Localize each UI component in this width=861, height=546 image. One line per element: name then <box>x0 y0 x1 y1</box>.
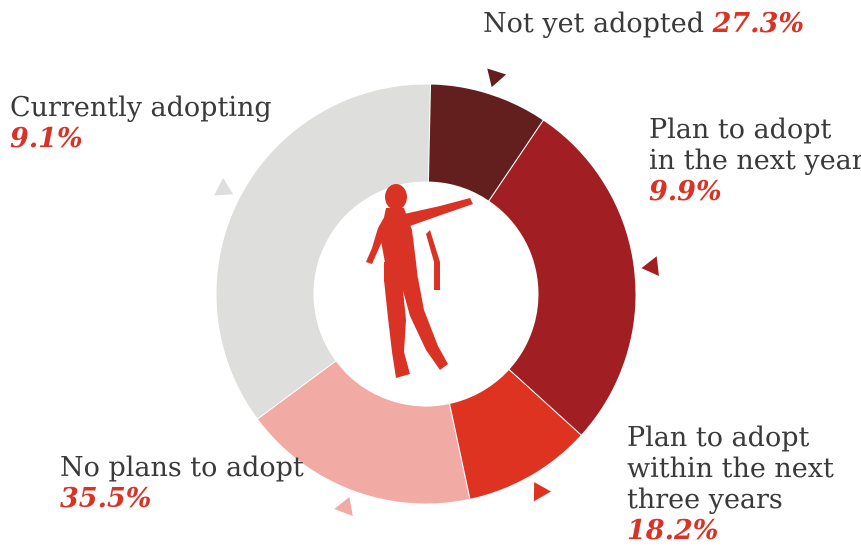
label-no-plans: No plans to adopt 35.5% <box>60 452 304 514</box>
label-plan-three-years-value: 18.2% <box>627 515 719 546</box>
label-plan-three-years-line-3: three years <box>627 484 783 515</box>
label-plan-three-years-line-1: Plan to adopt <box>627 422 810 453</box>
label-not-yet-adopted-value: 27.3% <box>712 8 805 39</box>
label-no-plans-value: 35.5% <box>60 483 152 514</box>
label-not-yet-adopted-text: Not yet adopted <box>483 8 705 39</box>
dancing-person-silhouette-icon <box>366 184 473 378</box>
label-plan-three-years-line-2: within the next <box>627 453 834 484</box>
label-currently-adopting: Currently adopting 9.1% <box>10 92 272 154</box>
label-no-plans-line-1: No plans to adopt <box>60 452 304 483</box>
slice-marker-0 <box>641 256 660 276</box>
label-plan-next-year-line-1: Plan to adopt <box>649 114 832 145</box>
label-plan-next-year-value: 9.9% <box>649 176 722 207</box>
label-plan-three-years: Plan to adopt within the next three year… <box>627 422 834 546</box>
donut-slice-0 <box>487 119 637 436</box>
donut-slice-3 <box>215 83 432 420</box>
label-plan-next-year-line-2: in the next year <box>649 145 861 176</box>
label-plan-next-year: Plan to adopt in the next year 9.9% <box>649 114 861 207</box>
donut-slice-4 <box>427 83 545 202</box>
donut-slice-2 <box>256 360 471 505</box>
label-not-yet-adopted: Not yet adopted 27.3% <box>483 8 804 39</box>
label-currently-adopting-line-1: Currently adopting <box>10 92 272 123</box>
slice-marker-3 <box>214 177 234 196</box>
slice-marker-2 <box>334 497 353 516</box>
slice-marker-4 <box>487 68 507 88</box>
slice-marker-1 <box>533 482 551 502</box>
label-currently-adopting-value: 9.1% <box>10 123 83 154</box>
